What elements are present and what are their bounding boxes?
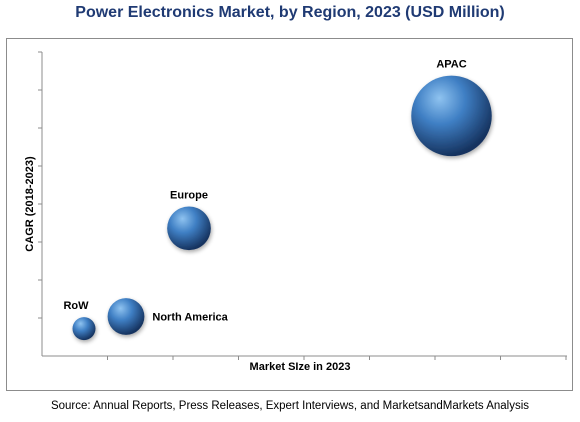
bubble-label-apac: APAC [436, 59, 466, 71]
x-axis-label: Market SIze in 2023 [250, 361, 351, 373]
x-axis-ticks [107, 356, 567, 360]
source-note: Source: Annual Reports, Press Releases, … [50, 400, 530, 412]
bubble-label-europe: Europe [170, 189, 208, 201]
bubble-europe [167, 206, 211, 251]
y-axis-label: CAGR (2018-2023) [24, 156, 36, 252]
chart-title: Power Electronics Market, by Region, 202… [75, 4, 505, 21]
bubble-north-america [107, 298, 145, 335]
y-axis-ticks [38, 51, 42, 319]
bubble-label-row: RoW [63, 300, 89, 312]
bubble-label-north-america: North America [152, 311, 228, 323]
bubble-labels: RoW North America Europe APAC [63, 59, 466, 324]
bubble-row [72, 317, 96, 341]
bubble-series [72, 75, 492, 341]
bubble-apac [411, 75, 492, 157]
